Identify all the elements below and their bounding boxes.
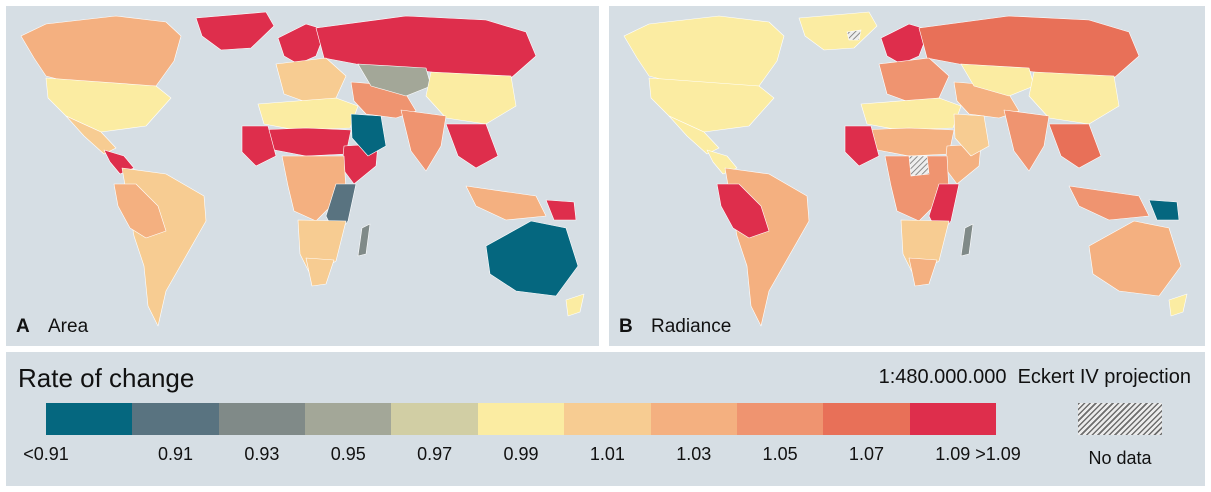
region-australia [485, 220, 579, 297]
region-west-africa [844, 125, 880, 167]
region-canada [20, 15, 182, 89]
region-canada [623, 15, 785, 89]
no-data-region [846, 29, 862, 41]
legend-tick: 1.07 [848, 444, 884, 464]
no-data-swatch [1078, 403, 1162, 435]
region-india [1003, 109, 1050, 172]
region-west-africa [241, 125, 277, 167]
region-scandinavia [277, 23, 327, 65]
region-usa [648, 77, 775, 133]
region-png [1148, 199, 1180, 221]
no-data-region [908, 155, 930, 177]
color-ramp [46, 403, 996, 435]
legend-tick: 0.93 [244, 444, 280, 464]
region-greenland [195, 11, 275, 51]
region-greenland [798, 11, 878, 51]
map-panel-radiance: B Radiance [609, 6, 1205, 346]
ramp-swatch [650, 403, 737, 435]
region-new-zealand [1168, 293, 1188, 317]
legend-tick: 0.91 [158, 444, 194, 464]
region-south-africa [305, 257, 335, 287]
region-indonesia [465, 185, 547, 221]
region-mexico [65, 115, 117, 155]
no-data-label: No data [1088, 448, 1152, 468]
ramp-swatch [218, 403, 306, 435]
region-new-zealand [565, 293, 585, 317]
panel-title: Radiance [651, 316, 732, 337]
legend-tick: 0.95 [330, 444, 366, 464]
ramp-swatch [564, 403, 651, 435]
ramp-swatch [823, 403, 910, 435]
legend-tick: 0.97 [417, 444, 453, 464]
legend-tick: <0.91 [23, 444, 69, 464]
region-scandinavia [880, 23, 930, 65]
region-central-asia [960, 63, 1035, 97]
map-panel-area: A Area [6, 6, 599, 346]
legend-title: Rate of change [18, 363, 195, 393]
region-arabia [350, 113, 387, 157]
panel-title: Area [48, 316, 89, 337]
legend-tick: 0.99 [503, 444, 539, 464]
legend-tick: 1.01 [589, 444, 625, 464]
region-indonesia [1068, 185, 1150, 221]
legend: Rate of change 1:480.000.000 Eckert IV p… [6, 352, 1205, 486]
region-europe [878, 57, 950, 103]
region-north-africa [257, 97, 359, 131]
legend-tick: 1.03 [676, 444, 712, 464]
region-mexico [668, 115, 720, 155]
legend-tick: >1.09 [975, 444, 1021, 464]
region-australia [1088, 220, 1182, 297]
ramp-swatch [477, 403, 565, 435]
legend-tick: 1.09 [935, 444, 971, 464]
region-peru-bolivia [113, 183, 167, 239]
legend-tick: 1.05 [762, 444, 798, 464]
radiance-map [623, 11, 1188, 327]
region-central-asia [357, 63, 432, 97]
region-europe [275, 57, 347, 103]
region-southeast-asia [1048, 123, 1102, 169]
ramp-swatch [909, 403, 996, 435]
ramp-swatch [391, 403, 478, 435]
ramp-swatch [305, 403, 392, 435]
ramp-swatch [132, 403, 219, 435]
panel-letter: A [16, 316, 30, 337]
region-madagascar [357, 223, 371, 257]
region-usa [45, 77, 172, 133]
region-southeast-asia [445, 123, 499, 169]
region-madagascar [960, 223, 974, 257]
region-png [545, 199, 577, 221]
region-arabia [953, 113, 990, 157]
region-south-africa [908, 257, 938, 287]
scale-projection-note: 1:480.000.000 Eckert IV projection [878, 366, 1191, 388]
ramp-swatch [736, 403, 824, 435]
region-peru-bolivia [716, 183, 770, 239]
region-north-africa [860, 97, 962, 131]
area-map [20, 11, 585, 327]
panel-letter: B [619, 316, 633, 337]
ramp-swatch [46, 403, 133, 435]
region-india [400, 109, 447, 172]
